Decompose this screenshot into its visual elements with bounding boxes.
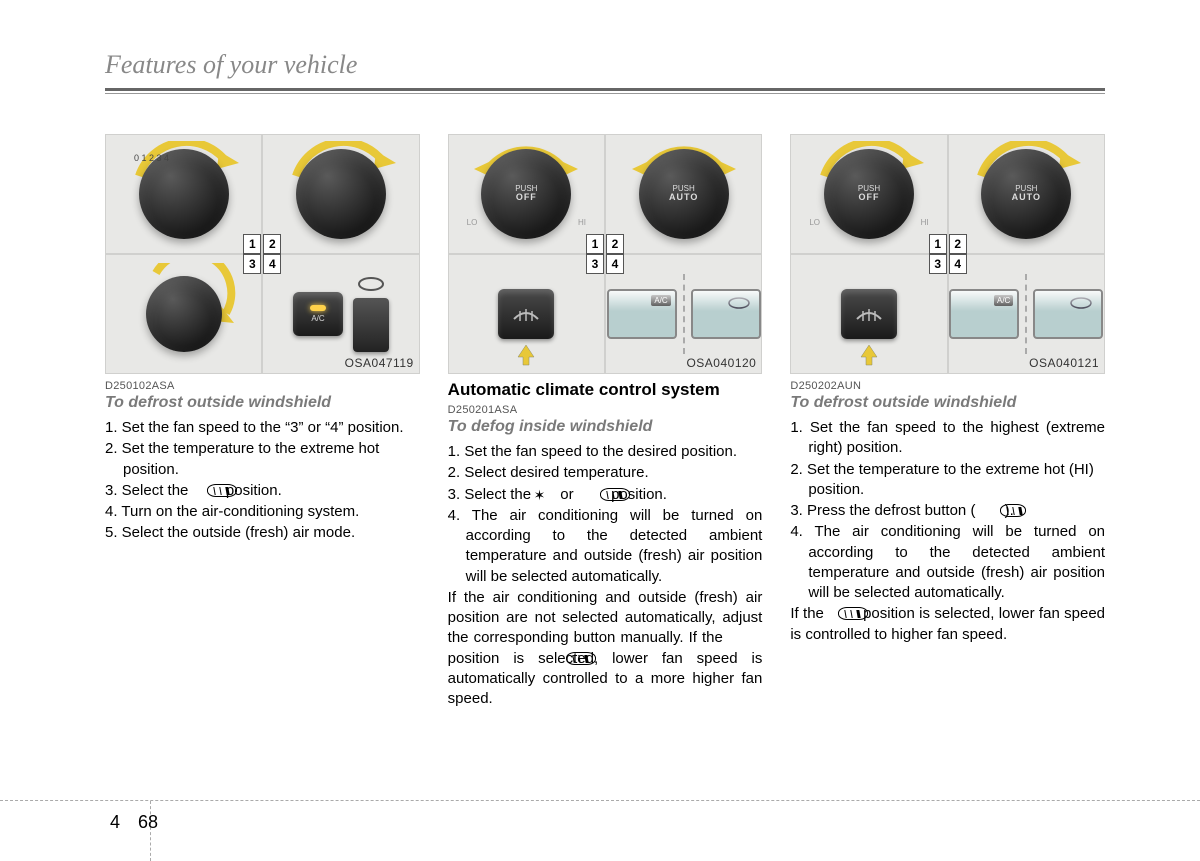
ac-indicator: A/C: [994, 295, 1013, 306]
rule-light: [105, 93, 1105, 94]
recirculate-icon: [727, 297, 751, 309]
chapter-title: Features of your vehicle: [105, 50, 1105, 80]
quad-2-temp-dial: [262, 134, 419, 254]
lcd-panel-right: [1033, 289, 1103, 339]
quad-2-temp-dial: PUSHAUTO: [605, 134, 762, 254]
steps-list: 1. Set the fan speed to the highest (ext…: [790, 418, 1105, 603]
paragraph: If the position is selected, lower fan s…: [790, 604, 1105, 645]
step: 4. The air conditioning will be turned o…: [790, 522, 1105, 603]
quad-1-fan-dial: PUSHOFF LO HI: [448, 134, 605, 254]
lo-label: LO: [467, 218, 478, 227]
footer-dashed-rule: [0, 800, 1200, 801]
step: 2. Set the temperature to the extreme ho…: [105, 439, 420, 480]
rule-heavy: [105, 88, 1105, 91]
quad-3-defrost-button: [448, 254, 605, 374]
quad-1-fan-dial: PUSHOFF LO HI: [790, 134, 947, 254]
step: 3. Select the position.: [105, 481, 420, 501]
step: 5. Select the outside (fresh) air mode.: [105, 523, 420, 543]
defrost-icon: [600, 488, 630, 501]
step: 1. Set the fan speed to the desired posi…: [448, 442, 763, 462]
step: 3. Press the defrost button ( ).: [790, 501, 1105, 521]
airflow-icon: [552, 486, 572, 500]
quad-3-mode-dial: [105, 254, 262, 374]
step: 4. The air conditioning will be turned o…: [448, 506, 763, 587]
recirculate-icon: [356, 276, 386, 292]
page-number: 4 68: [110, 812, 158, 833]
quad-2-temp-dial: PUSHAUTO: [948, 134, 1105, 254]
defrost-button: [841, 289, 897, 339]
defrost-icon: [207, 484, 237, 497]
quad-3-defrost-button: [790, 254, 947, 374]
column-2: PUSHOFF LO HI PUSHAUTO: [448, 134, 763, 709]
recirculate-icon: [1069, 297, 1093, 309]
arrow-up-icon: [859, 343, 879, 367]
chapter-number: 4: [110, 812, 120, 832]
fan-dial-push-off: PUSHOFF: [481, 149, 571, 239]
diagram-auto-climate-defrost: PUSHOFF LO HI PUSHAUTO: [790, 134, 1105, 374]
section-subhead: To defrost outside windshield: [790, 394, 1105, 412]
section-code: D250202AUN: [790, 380, 1105, 392]
figure-id: OSA047119: [345, 356, 414, 370]
paragraph: If the air conditioning and outside (fre…: [448, 588, 763, 710]
step: 1. Set the fan speed to the highest (ext…: [790, 418, 1105, 459]
section-heading: Automatic climate control system: [448, 380, 763, 400]
ac-indicator: A/C: [651, 295, 670, 306]
defrost-icon: [838, 607, 868, 620]
ac-button: A/C: [293, 292, 343, 336]
temperature-dial: [296, 149, 386, 239]
figure-id: OSA040121: [1029, 356, 1099, 370]
air-source-toggle: [353, 298, 389, 352]
temp-dial-push-auto: PUSHAUTO: [639, 149, 729, 239]
defrost-button: [498, 289, 554, 339]
diagram-manual-climate: 0 1 2 3 4 A/C: [105, 134, 420, 374]
column-1: 0 1 2 3 4 A/C: [105, 134, 420, 709]
defrost-windshield-icon: [512, 305, 540, 323]
defrost-windshield-icon: [855, 305, 883, 323]
column-3: PUSHOFF LO HI PUSHAUTO: [790, 134, 1105, 709]
lcd-panel-left: A/C: [607, 289, 677, 339]
step: 3. Select the or position.: [448, 485, 763, 505]
figure-id: OSA040120: [686, 356, 756, 370]
lcd-panel-right: [691, 289, 761, 339]
step: 4. Turn on the air-conditioning system.: [105, 502, 420, 522]
temp-dial-push-auto: PUSHAUTO: [981, 149, 1071, 239]
section-subhead: To defrost outside windshield: [105, 394, 420, 412]
arrow-up-icon: [516, 343, 536, 367]
indicator-light-icon: [310, 305, 326, 311]
step: 1. Set the fan speed to the “3” or “4” p…: [105, 418, 420, 438]
step: 2. Select desired temperature.: [448, 463, 763, 483]
divider-dashed: [1025, 274, 1027, 354]
hi-label: HI: [578, 218, 586, 227]
three-column-layout: 0 1 2 3 4 A/C: [105, 134, 1105, 709]
steps-list: 1. Set the fan speed to the desired posi…: [448, 442, 763, 587]
section-code: D250102ASA: [105, 380, 420, 392]
section-subhead: To defog inside windshield: [448, 418, 763, 436]
ac-label: A/C: [311, 314, 324, 323]
fan-dial-push-off: PUSHOFF: [824, 149, 914, 239]
section-code: D250201ASA: [448, 404, 763, 416]
mode-dial: [146, 276, 222, 352]
defrost-icon: [1000, 504, 1026, 517]
step: 2. Set the temperature to the extreme ho…: [790, 460, 1105, 501]
divider-dashed: [683, 274, 685, 354]
quad-1-fan-dial: 0 1 2 3 4: [105, 134, 262, 254]
diagram-auto-climate-defog: PUSHOFF LO HI PUSHAUTO: [448, 134, 763, 374]
hi-label: HI: [921, 218, 929, 227]
page-number-value: 68: [138, 812, 158, 832]
lo-label: LO: [809, 218, 820, 227]
defrost-icon: [566, 652, 596, 665]
lcd-panel-left: A/C: [949, 289, 1019, 339]
steps-list: 1. Set the fan speed to the “3” or “4” p…: [105, 418, 420, 544]
